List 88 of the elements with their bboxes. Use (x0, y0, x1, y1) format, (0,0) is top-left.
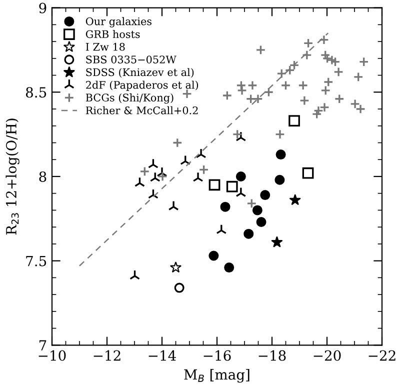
point (260, 190, 270, 200)
point (198, 164, 209, 175)
point (289, 194, 301, 206)
point (271, 236, 283, 248)
point (208, 250, 219, 261)
point (334, 94, 344, 104)
legend-label: Our galaxies (86, 17, 152, 28)
point (236, 171, 246, 182)
point (276, 68, 287, 79)
point (353, 72, 364, 82)
legend-label: SBS 0335−052W (86, 56, 176, 64)
legend-label: GRB hosts (86, 30, 140, 38)
point (216, 224, 227, 234)
point (236, 131, 246, 142)
point (134, 176, 146, 187)
point (256, 217, 266, 228)
point (246, 94, 256, 104)
x-tick-label: −22 (368, 350, 396, 361)
point (276, 150, 286, 160)
x-tick-label: −14 (148, 350, 176, 361)
point (156, 166, 168, 177)
point (252, 205, 262, 216)
point (148, 158, 158, 168)
point (264, 87, 274, 98)
point (174, 282, 184, 293)
y-axis-title: R$_{23}$ 12+log(O/H) (6, 118, 20, 235)
point (192, 172, 204, 182)
point (208, 179, 220, 191)
point (288, 115, 300, 127)
point (299, 96, 310, 106)
legend-label: Richer & McCall+0.2 (86, 106, 198, 114)
y-tick-label: 9 (39, 2, 46, 14)
point (330, 56, 340, 67)
point (168, 200, 179, 210)
y-tick-label: 8.5 (26, 87, 46, 98)
point (302, 167, 314, 179)
point (180, 154, 191, 165)
point (222, 90, 232, 101)
point (318, 34, 329, 45)
point (170, 261, 182, 273)
y-tick-label: 7.5 (26, 256, 46, 266)
point (334, 66, 344, 77)
point (236, 80, 246, 90)
point (320, 50, 330, 60)
point (224, 262, 234, 273)
point (302, 50, 312, 60)
legend-label: I Zw 18 (86, 42, 125, 51)
legend-label: BCGs (Shi/Kong) (86, 93, 174, 104)
point (148, 188, 158, 199)
point (350, 98, 360, 109)
point (237, 85, 248, 96)
x-axis-title: M$_{B}$ [mag] (184, 369, 250, 383)
point (303, 38, 314, 48)
point (129, 270, 140, 280)
point (358, 56, 369, 67)
point (246, 198, 257, 208)
x-tick-label: −18 (258, 350, 286, 361)
x-tick-label: −10 (38, 350, 66, 361)
point (326, 55, 337, 66)
point (320, 85, 331, 96)
x-tick-label: −16 (204, 350, 231, 361)
legend-label: 2dF (Papaderos et al) (86, 80, 198, 91)
point (256, 44, 266, 55)
point (150, 172, 160, 182)
x-tick-label: −20 (314, 350, 341, 361)
point (252, 94, 263, 104)
point (247, 80, 258, 90)
point (274, 174, 285, 185)
point (236, 186, 246, 197)
point (274, 129, 285, 140)
y-tick-label: 7 (39, 340, 46, 350)
y-tick-label: 8 (39, 171, 46, 182)
point (220, 202, 230, 212)
point (298, 80, 308, 90)
point (323, 77, 334, 88)
legend-label: SDSS (Kniazev et al) (86, 68, 194, 78)
point (312, 109, 322, 120)
point (172, 138, 182, 148)
point (196, 148, 206, 158)
point (322, 53, 332, 64)
point (244, 228, 254, 239)
x-tick-label: −12 (94, 350, 120, 361)
point (158, 171, 168, 182)
point (226, 180, 238, 192)
point (140, 166, 150, 176)
point (280, 80, 291, 90)
point (232, 129, 242, 140)
point (356, 104, 366, 114)
